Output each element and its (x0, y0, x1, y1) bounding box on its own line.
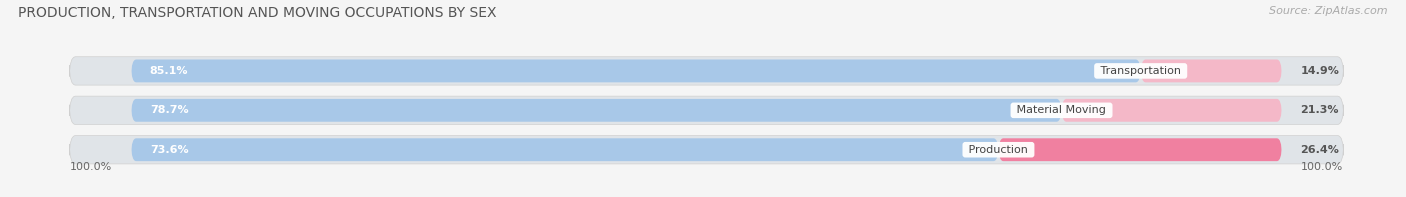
Text: Source: ZipAtlas.com: Source: ZipAtlas.com (1270, 6, 1388, 16)
Text: PRODUCTION, TRANSPORTATION AND MOVING OCCUPATIONS BY SEX: PRODUCTION, TRANSPORTATION AND MOVING OC… (18, 6, 496, 20)
Text: 100.0%: 100.0% (1302, 163, 1344, 172)
FancyBboxPatch shape (69, 96, 1344, 125)
Text: Transportation: Transportation (1097, 66, 1184, 76)
FancyBboxPatch shape (69, 136, 1344, 164)
Text: 14.9%: 14.9% (1301, 66, 1339, 76)
Text: 78.7%: 78.7% (150, 105, 188, 115)
Text: 26.4%: 26.4% (1301, 145, 1339, 155)
FancyBboxPatch shape (131, 138, 998, 161)
FancyBboxPatch shape (131, 99, 1062, 122)
Text: Material Moving: Material Moving (1014, 105, 1109, 115)
FancyBboxPatch shape (1140, 59, 1282, 82)
FancyBboxPatch shape (998, 138, 1282, 161)
Text: 85.1%: 85.1% (150, 66, 188, 76)
Text: 73.6%: 73.6% (150, 145, 188, 155)
Text: 100.0%: 100.0% (69, 163, 111, 172)
Text: Production: Production (966, 145, 1032, 155)
FancyBboxPatch shape (1062, 99, 1282, 122)
Text: 21.3%: 21.3% (1301, 105, 1339, 115)
FancyBboxPatch shape (131, 59, 1140, 82)
FancyBboxPatch shape (69, 57, 1344, 85)
